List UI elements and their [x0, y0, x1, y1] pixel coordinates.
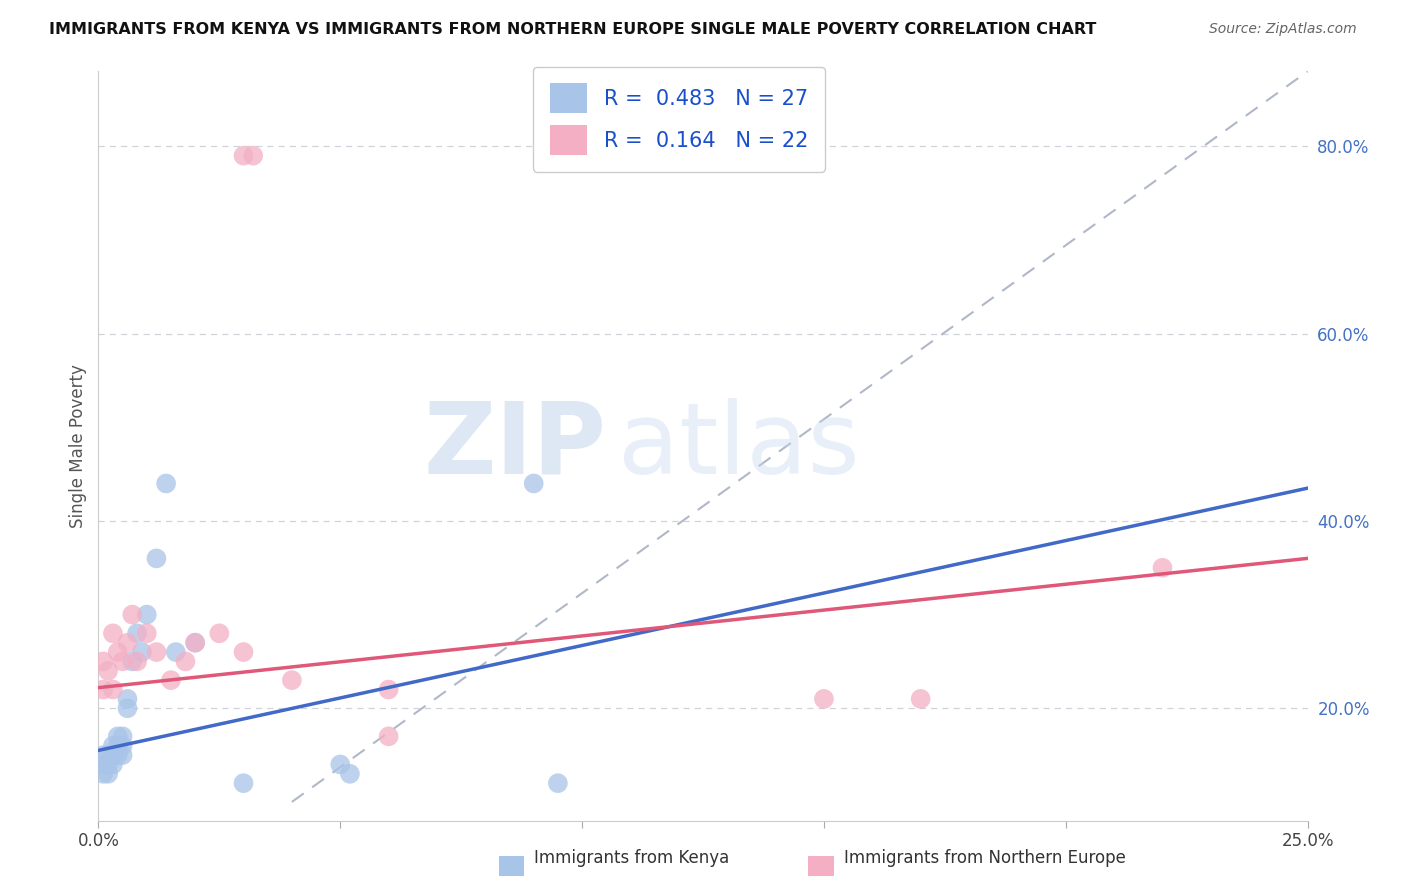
- Text: atlas: atlas: [619, 398, 860, 494]
- Point: [91, 747, 114, 762]
- Point: [91, 757, 114, 772]
- Point: [97, 767, 120, 781]
- Point: [165, 645, 187, 659]
- Point: [111, 739, 134, 753]
- Point: [91, 655, 114, 669]
- Point: [107, 645, 129, 659]
- Point: [131, 645, 153, 659]
- Point: [208, 626, 231, 640]
- Text: Immigrants from Kenya: Immigrants from Kenya: [534, 849, 730, 867]
- Point: [135, 626, 157, 640]
- Point: [184, 635, 207, 649]
- Point: [97, 757, 120, 772]
- Point: [127, 655, 149, 669]
- Point: [232, 645, 254, 659]
- Point: [97, 664, 120, 678]
- Point: [547, 776, 569, 790]
- Point: [117, 692, 139, 706]
- Point: [184, 635, 207, 649]
- Point: [339, 767, 361, 781]
- Point: [107, 739, 129, 753]
- Point: [101, 626, 124, 640]
- Text: Source: ZipAtlas.com: Source: ZipAtlas.com: [1209, 22, 1357, 37]
- Point: [174, 655, 197, 669]
- Point: [117, 635, 139, 649]
- Text: ZIP: ZIP: [423, 398, 606, 494]
- Point: [101, 739, 124, 753]
- Point: [127, 626, 149, 640]
- Point: [523, 476, 546, 491]
- Point: [329, 757, 352, 772]
- Point: [281, 673, 304, 688]
- Point: [91, 682, 114, 697]
- Point: [117, 701, 139, 715]
- Point: [97, 747, 120, 762]
- Point: [377, 682, 399, 697]
- Point: [1152, 561, 1174, 575]
- Point: [111, 747, 134, 762]
- Y-axis label: Single Male Poverty: Single Male Poverty: [69, 364, 87, 528]
- Point: [813, 692, 835, 706]
- Point: [135, 607, 157, 622]
- Point: [107, 730, 129, 744]
- Point: [145, 551, 167, 566]
- Text: Immigrants from Northern Europe: Immigrants from Northern Europe: [844, 849, 1125, 867]
- Legend: R =  0.483   N = 27, R =  0.164   N = 22: R = 0.483 N = 27, R = 0.164 N = 22: [533, 67, 825, 171]
- Point: [91, 767, 114, 781]
- Point: [111, 655, 134, 669]
- Point: [910, 692, 932, 706]
- Point: [121, 607, 143, 622]
- Point: [155, 476, 177, 491]
- Point: [232, 776, 254, 790]
- Point: [145, 645, 167, 659]
- Point: [101, 747, 124, 762]
- Point: [111, 730, 134, 744]
- Point: [101, 682, 124, 697]
- Point: [121, 655, 143, 669]
- Text: IMMIGRANTS FROM KENYA VS IMMIGRANTS FROM NORTHERN EUROPE SINGLE MALE POVERTY COR: IMMIGRANTS FROM KENYA VS IMMIGRANTS FROM…: [49, 22, 1097, 37]
- Point: [242, 148, 264, 162]
- Point: [101, 757, 124, 772]
- Point: [232, 148, 254, 162]
- Point: [107, 747, 129, 762]
- Point: [160, 673, 183, 688]
- Point: [377, 730, 399, 744]
